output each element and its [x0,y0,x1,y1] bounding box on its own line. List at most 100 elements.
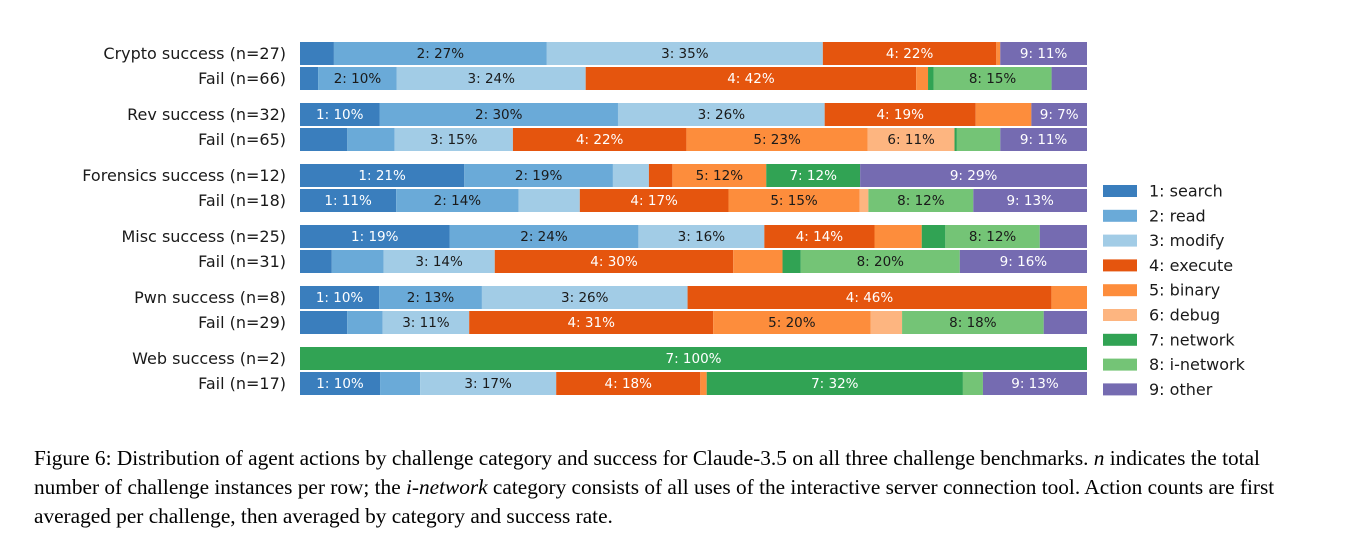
bar-segment-2-read [464,164,613,187]
bar-segment-2-read [331,250,384,273]
y-tick-label: Rev success (n=32) [127,105,286,124]
bar-segment-7-network [300,347,1087,370]
stacked-bar-chart: Crypto success (n=27) Fail (n=66) Rev succ… [82,42,1246,399]
data-label: 3: 26% [561,290,609,306]
legend-swatch-8-i-network [1103,358,1137,371]
y-tick-label: Web success (n=2) [132,349,286,368]
y-tick-label: Fail (n=31) [198,252,286,271]
data-label: 7: 32% [811,376,859,392]
bar-segment-4-execute [764,225,875,248]
data-label: 6: 11% [887,132,935,148]
bar-segment-7-network [706,372,963,395]
data-label: 9: 11% [1020,132,1068,148]
data-label: 4: 22% [886,46,934,62]
data-label: 3: 14% [415,254,463,270]
bar-segment-9-other [973,189,1087,212]
bar-segment-1-search [300,103,380,126]
data-label: 2: 30% [475,107,523,123]
bar-segment-5-binary [728,189,860,212]
data-label: 1: 10% [316,290,364,306]
data-label: 8: 12% [969,229,1017,245]
legend-label: 3: modify [1149,231,1224,250]
data-label: 3: 35% [661,46,709,62]
bar-segment-4-execute [585,67,917,90]
data-label: 2: 13% [407,290,455,306]
data-label: 1: 21% [358,168,406,184]
legend-label: 2: read [1149,206,1206,225]
bar-segment-5-binary [700,372,707,395]
bar-segment-3-modify [382,311,470,334]
bar-segment-7-network [782,250,801,273]
y-tick-label: Fail (n=65) [198,130,286,149]
data-label: 9: 11% [1020,46,1068,62]
data-label: 2: 24% [520,229,568,245]
legend-label: 8: i-network [1149,355,1246,374]
data-label: 5: 23% [753,132,801,148]
data-label: 2: 14% [434,193,482,209]
data-label: 4: 18% [605,376,653,392]
bar-segment-9-other [1000,42,1087,65]
data-label: 8: 18% [949,315,997,331]
caption-text-1: Figure 6: Distribution of agent actions … [34,446,1094,470]
y-tick-label: Crypto success (n=27) [103,44,286,63]
bar-segment-5-binary [975,103,1032,126]
bar-segment-1-search [300,286,380,309]
legend-swatch-6-debug [1103,309,1137,321]
data-label: 4: 22% [576,132,624,148]
bar-segment-1-search [300,250,332,273]
bar-segment-1-search [300,189,397,212]
data-label: 9: 7% [1040,107,1079,123]
bar-segment-9-other [982,372,1087,395]
data-label: 2: 10% [334,71,382,87]
bar-segment-9-other [1031,103,1087,126]
data-label: 3: 26% [698,107,746,123]
bar-segment-5-binary [713,311,871,334]
data-label: 9: 13% [1006,193,1054,209]
bar-segment-4-execute [469,311,714,334]
legend-swatch-1-search [1103,185,1137,197]
bar-segment-3-modify [394,128,513,151]
y-tick-label: Fail (n=66) [198,69,286,88]
bar-segment-3-modify [546,42,823,65]
data-label: 8: 12% [897,193,945,209]
y-tick-label: Fail (n=17) [198,374,286,393]
bar-segment-7-network [928,67,934,90]
y-tick-label: Fail (n=18) [198,191,286,210]
bar-segment-2-read [333,42,547,65]
data-label: 8: 20% [857,254,905,270]
bar-segment-4-execute [512,128,687,151]
data-label: 1: 10% [316,376,364,392]
legend-swatch-9-other [1103,383,1137,396]
bar-segment-5-binary [916,67,929,90]
data-label: 2: 19% [515,168,563,184]
caption-i-network: i-network [405,475,488,499]
data-label: 3: 17% [464,376,512,392]
data-label: 8: 15% [969,71,1017,87]
data-label: 3: 16% [678,229,726,245]
data-label: 4: 31% [567,315,615,331]
bar-segment-7-network [954,128,957,151]
bar-segment-3-modify [383,250,495,273]
bar-segment-2-read [347,311,383,334]
data-label: 7: 12% [789,168,837,184]
data-label: 1: 10% [316,107,364,123]
bar-segment-6-debug [867,128,955,151]
legend-label: 9: other [1149,380,1213,399]
data-label: 5: 15% [770,193,818,209]
bar-segment-5-binary [672,164,767,187]
bar-segment-3-modify [518,189,580,212]
bar-segment-8-i-network [956,128,1001,151]
legend-label: 5: binary [1149,281,1220,300]
caption-n-symbol: n [1093,446,1105,470]
y-tick-label: Misc success (n=25) [121,227,286,246]
data-label: 9: 16% [1000,254,1048,270]
y-tick-label: Pwn success (n=8) [134,288,286,307]
bar-segment-4-execute [556,372,701,395]
data-label: 5: 12% [696,168,744,184]
data-label: 4: 14% [796,229,844,245]
bar-segment-1-search [300,225,450,248]
bar-segment-4-execute [824,103,976,126]
data-label: 5: 20% [768,315,816,331]
data-label: 3: 11% [402,315,450,331]
legend-swatch-3-modify [1103,234,1137,247]
